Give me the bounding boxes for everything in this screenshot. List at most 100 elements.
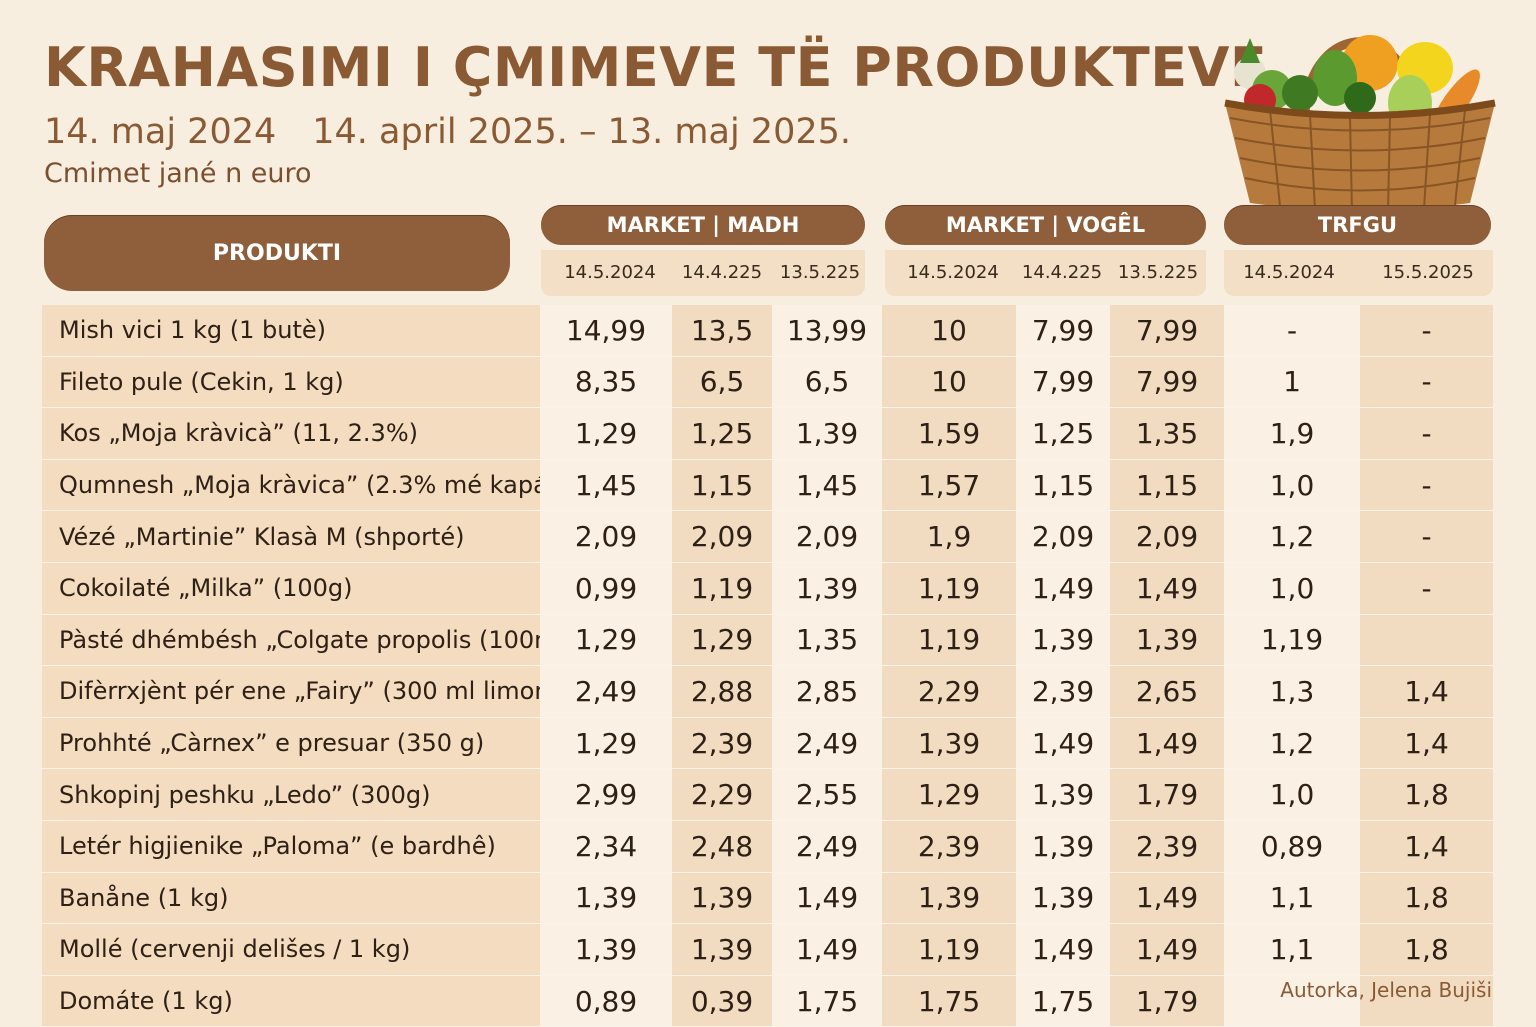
vegetable-basket-icon xyxy=(1224,35,1496,213)
subtitle-date-2: 14. april 2025. – 13. maj 2025. xyxy=(312,112,852,152)
price-cell: 1,49 xyxy=(1110,872,1224,924)
price-cell: 1,49 xyxy=(1110,562,1224,614)
product-name: Prohhté „Càrnex” e presuar (350 g) xyxy=(42,717,540,769)
price-cell: 2,09 xyxy=(540,511,672,562)
price-cell: 1,49 xyxy=(1016,924,1110,975)
price-cell: 10 xyxy=(882,305,1016,356)
page-title: KRAHASIMI I ÇMIMEVE TË PRODUKTEVE xyxy=(44,36,1268,99)
price-cell: 0,99 xyxy=(540,562,672,614)
price-cell: 2,09 xyxy=(672,511,772,562)
price-cell: - xyxy=(1224,305,1360,356)
price-cell: 1,49 xyxy=(1016,717,1110,769)
price-cell: 1,39 xyxy=(1016,769,1110,820)
table-row: Fileto pule (Cekin, 1 kg) 8,35 6,5 6,5 10 7,9… xyxy=(42,356,1493,409)
product-name: Mish vici 1 kg (1 butè) xyxy=(42,305,540,356)
date-strip-market-madh xyxy=(541,250,865,296)
price-cell: 2,49 xyxy=(772,717,882,769)
price-cell: 1,57 xyxy=(882,459,1016,511)
date-header-trfgu-1: 14.5.2024 xyxy=(1243,262,1335,283)
table-row: Qumnesh „Moja kràvica” (2.3% mé kapák) 1,… xyxy=(42,459,1493,512)
price-cell: 1,0 xyxy=(1224,769,1360,820)
price-cell: 1,29 xyxy=(540,717,672,769)
price-cell: 14,99 xyxy=(540,305,672,356)
price-cell: 1,39 xyxy=(1016,872,1110,924)
price-cell: 1,75 xyxy=(882,975,1016,1027)
price-cell: 2,88 xyxy=(672,666,772,717)
price-cell: 7,99 xyxy=(1016,356,1110,408)
price-cell: 1,59 xyxy=(882,408,1016,459)
price-cell: 1,25 xyxy=(1016,408,1110,459)
table-row: Prohhté „Càrnex” e presuar (350 g) 1,29 2,… xyxy=(42,717,1493,770)
price-cell: 2,39 xyxy=(882,820,1016,872)
price-cell: 1,15 xyxy=(1016,459,1110,511)
product-name: Letér higjienike „Paloma” (e bardhê) xyxy=(42,820,540,872)
price-cell: 1,19 xyxy=(882,614,1016,666)
price-cell: - xyxy=(1360,511,1493,562)
product-name: Kos „Moja kràvicà” (11, 2.3%) xyxy=(42,408,540,459)
produkti-header: PRODUKTI xyxy=(44,215,510,291)
price-cell: 1,2 xyxy=(1224,717,1360,769)
price-cell: 1,75 xyxy=(772,975,882,1027)
price-cell: 7,99 xyxy=(1016,305,1110,356)
product-name: Qumnesh „Moja kràvica” (2.3% mé kapák) xyxy=(42,459,540,511)
price-cell: 1,15 xyxy=(1110,459,1224,511)
price-cell xyxy=(1360,975,1493,1027)
table-row: Mollé (cervenji delišes / 1 kg) 1,39 1,39 1… xyxy=(42,924,1493,976)
product-name: Fileto pule (Cekin, 1 kg) xyxy=(42,356,540,408)
date-header-vogel-3: 13.5.225 xyxy=(1117,262,1199,283)
price-cell: 2,55 xyxy=(772,769,882,820)
price-cell: 1,29 xyxy=(540,614,672,666)
price-cell: - xyxy=(1360,305,1493,356)
price-cell: 2,09 xyxy=(1016,511,1110,562)
product-name: Cokoilaté „Milka” (100g) xyxy=(42,562,540,614)
price-cell: 1,9 xyxy=(1224,408,1360,459)
price-cell: - xyxy=(1360,459,1493,511)
price-cell: 2,29 xyxy=(672,769,772,820)
price-cell: 7,99 xyxy=(1110,305,1224,356)
price-cell: 1,9 xyxy=(882,511,1016,562)
date-header-madh-3: 13.5.225 xyxy=(779,262,861,283)
table-row: Banåne (1 kg) 1,39 1,39 1,49 1,39 1,39 1,49 1,1… xyxy=(42,872,1493,925)
price-cell: 1,39 xyxy=(882,717,1016,769)
product-name: Shkopinj peshku „Ledo” (300g) xyxy=(42,769,540,820)
price-cell: 8,35 xyxy=(540,356,672,408)
date-header-trfgu-2: 15.5.2025 xyxy=(1382,262,1474,283)
price-cell: - xyxy=(1360,562,1493,614)
price-cell: 1,49 xyxy=(772,872,882,924)
date-strip-market-vogel xyxy=(885,250,1206,296)
subtitle-date-1: 14. maj 2024 xyxy=(44,112,277,152)
date-strip-trfgu xyxy=(1224,250,1493,296)
price-cell xyxy=(1360,614,1493,666)
date-header-madh-2: 14.4.225 xyxy=(681,262,763,283)
table-row: Cokoilaté „Milka” (100g) 0,99 1,19 1,39 1,19… xyxy=(42,562,1493,615)
price-cell: 2,65 xyxy=(1110,666,1224,717)
price-cell: 1,29 xyxy=(672,614,772,666)
price-cell: 1,75 xyxy=(1016,975,1110,1027)
price-cell: 1,29 xyxy=(882,769,1016,820)
price-cell: 2,09 xyxy=(1110,511,1224,562)
price-cell: 2,49 xyxy=(772,820,882,872)
price-cell: 1,39 xyxy=(1016,820,1110,872)
price-cell: 1,39 xyxy=(1110,614,1224,666)
price-cell: 0,89 xyxy=(540,975,672,1027)
price-cell: 1,2 xyxy=(1224,511,1360,562)
product-name: Vézé „Martinie” Klasà M (shporté) xyxy=(42,511,540,562)
price-cell: 6,5 xyxy=(672,356,772,408)
price-cell xyxy=(1224,975,1360,1027)
price-cell: 1,79 xyxy=(1110,769,1224,820)
date-header-madh-1: 14.5.2024 xyxy=(564,262,656,283)
price-cell: 2,85 xyxy=(772,666,882,717)
product-name: Banåne (1 kg) xyxy=(42,872,540,924)
price-table: Mish vici 1 kg (1 butè) 14,99 13,5 13,99 10 7… xyxy=(42,305,1493,1027)
price-cell: 1,0 xyxy=(1224,562,1360,614)
price-cell: 1,39 xyxy=(1016,614,1110,666)
table-row: Domáte (1 kg) 0,89 0,39 1,75 1,75 1,75 1,79 xyxy=(42,975,1493,1027)
table-row: Pàsté dhémbésh „Colgate propolis (100ml)… xyxy=(42,614,1493,667)
price-cell: 1 xyxy=(1224,356,1360,408)
price-cell: 1,35 xyxy=(772,614,882,666)
price-cell: 1,35 xyxy=(1110,408,1224,459)
price-cell: 1,1 xyxy=(1224,924,1360,975)
price-cell: 1,19 xyxy=(672,562,772,614)
price-cell: 1,29 xyxy=(540,408,672,459)
price-cell: 1,39 xyxy=(772,562,882,614)
